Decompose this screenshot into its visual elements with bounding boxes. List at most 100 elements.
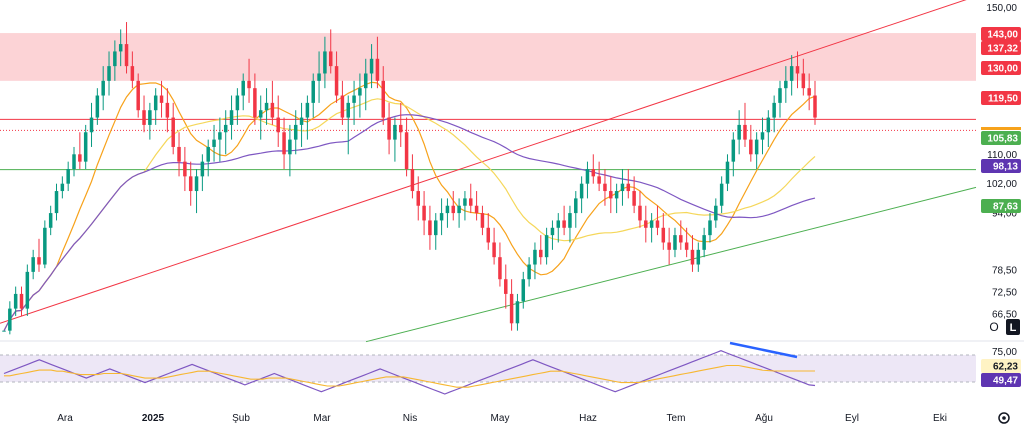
candle[interactable] xyxy=(124,22,129,74)
candle[interactable] xyxy=(795,51,800,89)
candle[interactable] xyxy=(317,51,321,103)
candle[interactable] xyxy=(515,293,520,331)
candle[interactable] xyxy=(25,264,30,316)
candle[interactable] xyxy=(667,227,671,265)
candle[interactable] xyxy=(428,205,432,250)
candle[interactable] xyxy=(258,95,263,140)
candle[interactable] xyxy=(690,235,695,272)
candle[interactable] xyxy=(474,191,479,221)
candle[interactable] xyxy=(626,169,631,199)
candle[interactable] xyxy=(328,29,333,74)
candle[interactable] xyxy=(579,176,584,214)
candle[interactable] xyxy=(684,227,689,258)
candle[interactable] xyxy=(148,102,152,140)
candle[interactable] xyxy=(369,44,374,89)
candle[interactable] xyxy=(766,110,771,147)
candle[interactable] xyxy=(381,66,385,125)
candle[interactable] xyxy=(83,124,88,169)
candle[interactable] xyxy=(550,220,555,250)
candle[interactable] xyxy=(614,183,619,214)
candle[interactable] xyxy=(603,169,607,206)
candle[interactable] xyxy=(439,198,444,236)
candle[interactable] xyxy=(311,73,315,118)
candle[interactable] xyxy=(784,66,788,103)
candle[interactable] xyxy=(416,176,421,221)
candle[interactable] xyxy=(731,132,736,177)
candle[interactable] xyxy=(760,117,765,155)
candle[interactable] xyxy=(673,227,677,258)
candle[interactable] xyxy=(334,51,339,103)
candle[interactable] xyxy=(480,205,485,236)
candle[interactable] xyxy=(597,161,601,192)
ma-purple-line[interactable] xyxy=(3,114,816,331)
rsi-signal-line[interactable] xyxy=(4,364,815,388)
candle[interactable] xyxy=(638,191,642,228)
candle[interactable] xyxy=(591,154,596,184)
candle[interactable] xyxy=(404,117,409,177)
candle[interactable] xyxy=(544,227,549,265)
candle[interactable] xyxy=(276,95,280,147)
candle[interactable] xyxy=(649,213,654,243)
candle[interactable] xyxy=(393,117,397,162)
candle[interactable] xyxy=(288,124,292,177)
rsi-line[interactable] xyxy=(3,350,816,395)
candle[interactable] xyxy=(410,154,415,199)
candle[interactable] xyxy=(101,66,105,111)
candle[interactable] xyxy=(457,198,461,228)
candle[interactable] xyxy=(218,117,222,162)
candle[interactable] xyxy=(527,257,531,287)
channel-upper-line[interactable] xyxy=(0,0,976,324)
candle[interactable] xyxy=(183,146,187,192)
candle[interactable] xyxy=(422,191,426,236)
candle[interactable] xyxy=(509,279,514,331)
candle[interactable] xyxy=(445,198,450,228)
candle[interactable] xyxy=(270,80,275,125)
candle[interactable] xyxy=(708,213,712,243)
candle[interactable] xyxy=(235,88,240,125)
candle[interactable] xyxy=(398,102,403,147)
candle[interactable] xyxy=(153,88,158,125)
candle[interactable] xyxy=(200,154,205,192)
candle[interactable] xyxy=(31,249,35,280)
candle[interactable] xyxy=(451,191,456,221)
candle[interactable] xyxy=(352,80,356,125)
candle[interactable] xyxy=(387,102,391,155)
candle[interactable] xyxy=(725,154,730,192)
candle[interactable] xyxy=(241,73,245,111)
candle[interactable] xyxy=(340,80,345,125)
candle[interactable] xyxy=(48,205,53,236)
candle[interactable] xyxy=(165,88,170,133)
candle[interactable] xyxy=(118,29,123,67)
divergence-line[interactable] xyxy=(729,341,798,359)
candle[interactable] xyxy=(358,73,362,118)
candle[interactable] xyxy=(188,161,193,206)
candle[interactable] xyxy=(54,183,59,221)
candle[interactable] xyxy=(375,36,380,89)
candle[interactable] xyxy=(754,132,759,169)
candle[interactable] xyxy=(574,191,578,228)
candle[interactable] xyxy=(463,191,467,221)
candle[interactable] xyxy=(789,55,794,96)
candle[interactable] xyxy=(264,88,269,125)
candle[interactable] xyxy=(749,124,753,162)
candle[interactable] xyxy=(19,286,24,316)
candle[interactable] xyxy=(679,220,683,250)
toolbar-o-button[interactable]: O xyxy=(989,320,998,334)
candle[interactable] xyxy=(486,213,491,250)
candle[interactable] xyxy=(632,176,636,214)
candle[interactable] xyxy=(60,176,65,199)
candle[interactable] xyxy=(498,242,502,287)
candle[interactable] xyxy=(113,40,117,81)
candle[interactable] xyxy=(253,73,257,125)
candle[interactable] xyxy=(661,213,666,250)
candle[interactable] xyxy=(206,139,210,177)
candle[interactable] xyxy=(136,73,140,118)
candle[interactable] xyxy=(434,213,438,250)
candle[interactable] xyxy=(247,58,251,103)
candle[interactable] xyxy=(363,58,368,111)
candle[interactable] xyxy=(159,80,164,118)
candle[interactable] xyxy=(89,102,94,147)
candle[interactable] xyxy=(504,264,508,309)
candle[interactable] xyxy=(807,73,811,111)
candle[interactable] xyxy=(37,238,41,272)
